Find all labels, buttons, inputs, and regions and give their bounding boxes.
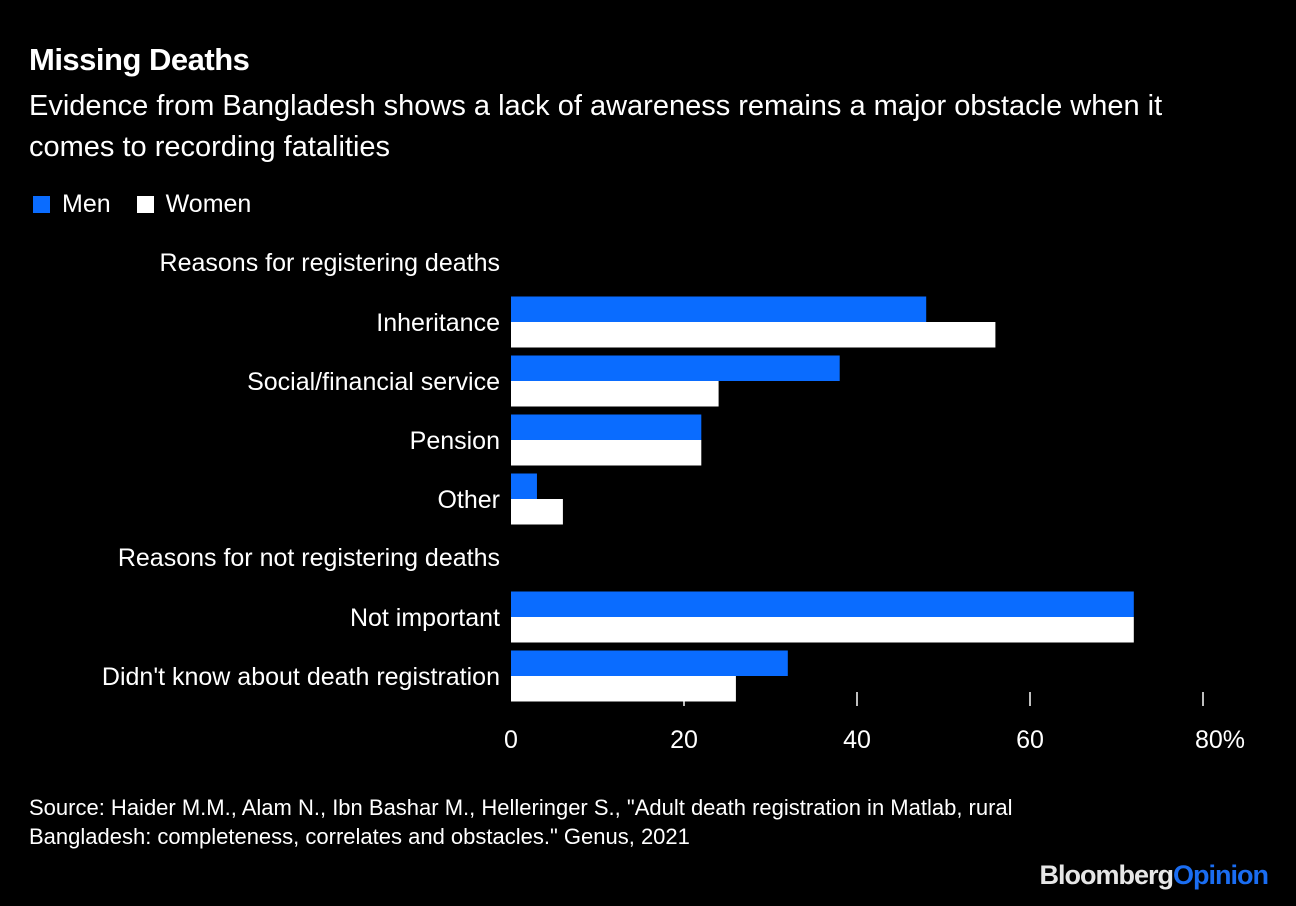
bar-men-social-financial-service [511,355,840,381]
category-label-pension: Pension [410,427,500,455]
legend-swatch-men [33,196,50,213]
x-tick-label-80: 80% [1195,726,1245,754]
bar-men-inheritance [511,296,927,322]
bar-chart: Reasons for registering deaths Inheritanc… [102,249,1245,754]
legend-item-men: Men [33,190,111,219]
x-tick-label-0: 0 [504,726,518,754]
category-label-not-important: Not important [350,604,500,632]
x-tick-label-60: 60 [1016,726,1044,754]
bar-men-not-important [511,591,1134,617]
legend: Men Women [33,190,277,219]
category-label-inheritance: Inheritance [376,309,500,337]
bar-women-pension [511,440,702,466]
category-label-social-financial-service: Social/financial service [247,368,500,396]
source-note: Source: Haider M.M., Alam N., Ibn Bashar… [29,795,1013,849]
logo-opinion: Opinion [1173,860,1269,890]
chart-title: Missing Deaths [29,42,250,77]
bar-women-not-important [511,617,1134,643]
bar-women-other [511,499,563,525]
bar-men-didn-t-know-about-death-registration [511,650,788,676]
legend-label-men: Men [62,190,111,218]
bar-women-social-financial-service [511,381,719,407]
group-header-2: Reasons for not registering deaths [118,544,500,572]
x-tick-label-40: 40 [843,726,871,754]
legend-item-women: Women [136,190,252,219]
category-label-didn-t-know-about-death-registration: Didn't know about death registration [102,663,500,691]
bar-women-inheritance [511,322,996,348]
legend-swatch-women [136,196,154,213]
bloomberg-opinion-logo: BloombergOpinion [1040,860,1269,891]
legend-label-women: Women [165,190,252,218]
x-tick-label-20: 20 [670,726,698,754]
group-header-1: Reasons for registering deaths [160,249,500,277]
logo-bloomberg: Bloomberg [1039,860,1175,890]
category-label-other: Other [437,486,500,514]
bar-men-pension [511,414,702,440]
bar-women-didn-t-know-about-death-registration [511,676,736,702]
chart-subtitle: Evidence from Bangladesh shows a lack of… [29,90,1163,163]
bar-men-other [511,473,537,499]
